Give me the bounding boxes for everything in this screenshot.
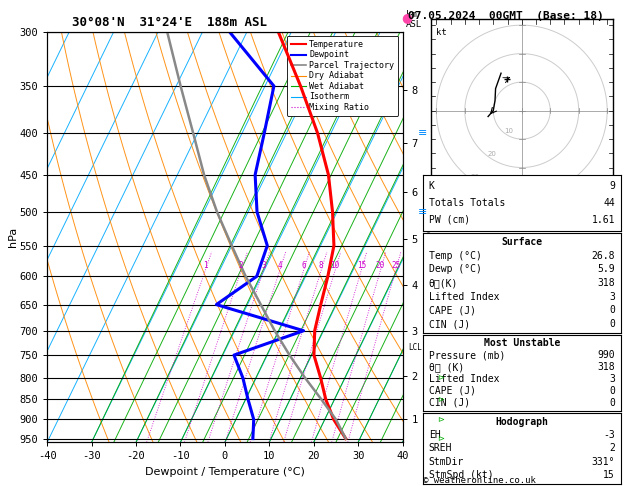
- Text: Dewp (°C): Dewp (°C): [428, 264, 482, 275]
- Text: 9: 9: [609, 181, 615, 191]
- Text: 4: 4: [277, 261, 282, 270]
- Text: 10: 10: [330, 261, 340, 270]
- Text: CIN (J): CIN (J): [428, 398, 470, 408]
- Text: LCL: LCL: [409, 344, 423, 352]
- Text: 07.05.2024  00GMT  (Base: 18): 07.05.2024 00GMT (Base: 18): [408, 11, 603, 21]
- Text: ⊳: ⊳: [437, 373, 444, 382]
- Text: Temp (°C): Temp (°C): [428, 251, 482, 261]
- Text: PW (cm): PW (cm): [428, 215, 470, 225]
- Text: 20: 20: [376, 261, 385, 270]
- Text: StmDir: StmDir: [428, 457, 464, 467]
- Text: Lifted Index: Lifted Index: [428, 374, 499, 384]
- Text: 30: 30: [470, 174, 479, 180]
- Text: km
ASL: km ASL: [406, 10, 422, 29]
- Y-axis label: hPa: hPa: [8, 227, 18, 247]
- Text: CAPE (J): CAPE (J): [428, 305, 476, 315]
- Text: 331°: 331°: [591, 457, 615, 467]
- Text: 2: 2: [609, 443, 615, 453]
- Text: kt: kt: [437, 28, 447, 37]
- Text: ⊳: ⊳: [437, 395, 444, 404]
- Text: K: K: [428, 181, 435, 191]
- Text: 0: 0: [609, 319, 615, 329]
- Text: Most Unstable: Most Unstable: [484, 338, 560, 348]
- Text: 30°08'N  31°24'E  188m ASL: 30°08'N 31°24'E 188m ASL: [72, 16, 267, 29]
- Text: 25: 25: [391, 261, 400, 270]
- Text: 0: 0: [609, 398, 615, 408]
- Text: ●: ●: [401, 11, 412, 24]
- Text: θᴇ(K): θᴇ(K): [428, 278, 458, 288]
- Text: Mixing Ratio (g/kg): Mixing Ratio (g/kg): [425, 222, 434, 317]
- Text: 15: 15: [603, 470, 615, 480]
- Text: 3: 3: [609, 292, 615, 302]
- Text: 20: 20: [487, 151, 496, 157]
- Legend: Temperature, Dewpoint, Parcel Trajectory, Dry Adiabat, Wet Adiabat, Isotherm, Mi: Temperature, Dewpoint, Parcel Trajectory…: [287, 36, 398, 116]
- Text: Surface: Surface: [501, 237, 542, 247]
- Text: 15: 15: [357, 261, 366, 270]
- Text: 10: 10: [504, 128, 514, 134]
- Text: 318: 318: [598, 278, 615, 288]
- Text: 26.8: 26.8: [591, 251, 615, 261]
- Text: EH: EH: [428, 430, 440, 440]
- Text: Hodograph: Hodograph: [495, 417, 548, 427]
- Text: 5.9: 5.9: [598, 264, 615, 275]
- Text: CIN (J): CIN (J): [428, 319, 470, 329]
- Text: ≡: ≡: [418, 128, 428, 138]
- Text: © weatheronline.co.uk: © weatheronline.co.uk: [423, 476, 535, 485]
- Text: 1.61: 1.61: [591, 215, 615, 225]
- X-axis label: Dewpoint / Temperature (°C): Dewpoint / Temperature (°C): [145, 467, 305, 477]
- Text: ⊳: ⊳: [437, 434, 444, 443]
- Text: SREH: SREH: [428, 443, 452, 453]
- Text: Totals Totals: Totals Totals: [428, 198, 505, 208]
- Text: -3: -3: [603, 430, 615, 440]
- Text: 1: 1: [203, 261, 208, 270]
- Text: StmSpd (kt): StmSpd (kt): [428, 470, 493, 480]
- Text: 3: 3: [609, 374, 615, 384]
- Text: 8: 8: [319, 261, 323, 270]
- Text: 990: 990: [598, 350, 615, 360]
- Text: 0: 0: [609, 305, 615, 315]
- Text: 6: 6: [301, 261, 306, 270]
- Text: 0: 0: [609, 386, 615, 396]
- Text: 2: 2: [239, 261, 243, 270]
- Text: Lifted Index: Lifted Index: [428, 292, 499, 302]
- Text: 44: 44: [603, 198, 615, 208]
- Text: 318: 318: [598, 362, 615, 372]
- Text: ⊳: ⊳: [437, 415, 444, 424]
- Text: CAPE (J): CAPE (J): [428, 386, 476, 396]
- Text: θᴇ (K): θᴇ (K): [428, 362, 464, 372]
- Text: Pressure (mb): Pressure (mb): [428, 350, 505, 360]
- Text: 3: 3: [261, 261, 265, 270]
- Text: ≡: ≡: [418, 207, 428, 217]
